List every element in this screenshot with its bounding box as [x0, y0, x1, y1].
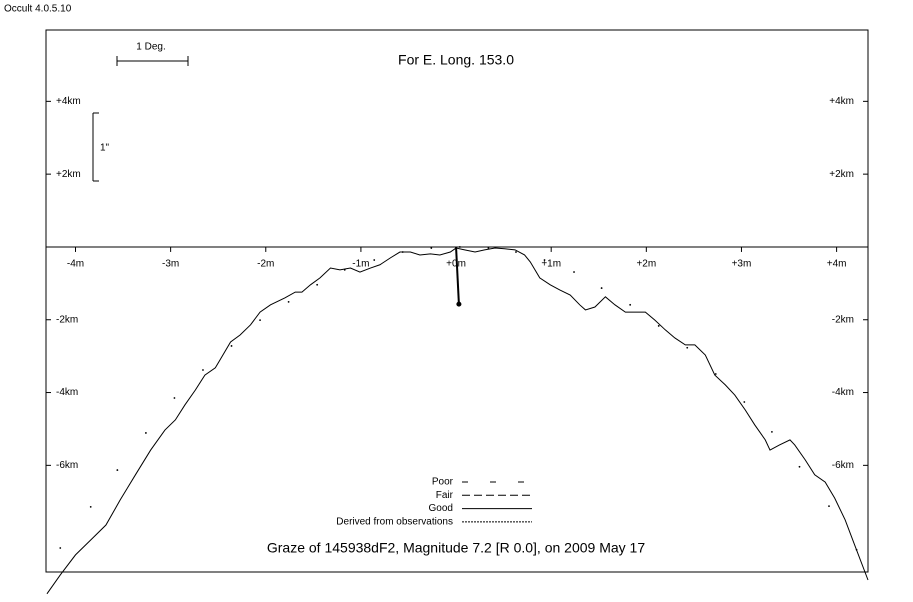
- y-tick-label: +2km: [56, 169, 81, 180]
- limb-dot: [259, 319, 261, 322]
- limb-dot: [230, 345, 233, 347]
- limb-dot: [771, 430, 773, 433]
- limb-dot: [202, 369, 204, 371]
- limb-dot: [458, 246, 461, 248]
- y-tick-label: +4km: [56, 96, 81, 107]
- limb-profile: [46, 247, 869, 595]
- y-tick-label: +4km: [829, 96, 854, 107]
- limb-dot: [144, 432, 147, 434]
- limb-dot: [287, 301, 290, 303]
- y-tick-label: -4km: [832, 387, 854, 398]
- scale-y-label: 1": [100, 143, 110, 154]
- x-tick-label: -3m: [162, 259, 179, 270]
- limb-dot: [401, 251, 404, 253]
- legend-label: Derived from observations: [336, 517, 453, 528]
- x-tick-label: -1m: [352, 259, 369, 270]
- limb-dot: [714, 373, 717, 375]
- limb-dot: [686, 346, 689, 349]
- y-tick-label: -6km: [832, 460, 854, 471]
- scale-bar: [92, 56, 189, 182]
- plot-frame: [45, 29, 869, 573]
- chart-title: For E. Long. 153.0: [398, 52, 514, 68]
- footer: Graze of 145938dF2, Magnitude 7.2 [R 0.0…: [267, 540, 645, 556]
- scale-x-label: 1 Deg.: [136, 42, 165, 53]
- star-path: [455, 246, 460, 305]
- limb-dot: [657, 325, 660, 327]
- limb-dot: [798, 465, 801, 468]
- limb-dot: [743, 401, 746, 403]
- limb-dot: [600, 287, 603, 289]
- limb-dot: [855, 548, 858, 551]
- limb-dot: [59, 547, 62, 549]
- y-tick-label: +2km: [829, 169, 854, 180]
- x-tick-label: +4m: [827, 259, 847, 270]
- app-label: Occult 4.0.5.10: [4, 4, 72, 15]
- limb-dot: [430, 247, 433, 249]
- legend-label: Good: [429, 503, 453, 514]
- limb-dot: [543, 259, 546, 261]
- limb-dot: [373, 259, 376, 261]
- y-tick-label: -4km: [56, 387, 78, 398]
- limb-dot: [629, 303, 632, 306]
- y-tick-label: -6km: [56, 460, 78, 471]
- y-tick-label: -2km: [56, 314, 78, 325]
- limb-dot: [487, 247, 490, 249]
- limb-dot: [828, 505, 830, 508]
- limb-dot: [343, 268, 346, 271]
- limb-dot: [173, 397, 176, 399]
- limb-dot: [116, 469, 119, 471]
- x-tick-label: +1m: [541, 259, 561, 270]
- limb-dot: [89, 505, 92, 508]
- limb-dot: [573, 271, 575, 273]
- limb-dot: [515, 251, 517, 253]
- x-tick-label: +2m: [636, 259, 656, 270]
- star-point: [456, 301, 462, 307]
- x-tick-label: -2m: [257, 259, 274, 270]
- legend-label: Fair: [436, 490, 454, 501]
- limb-dot: [316, 283, 319, 286]
- x-tick-label: +3m: [732, 259, 752, 270]
- legend-label: Poor: [432, 477, 454, 488]
- y-tick-label: -2km: [832, 314, 854, 325]
- x-tick-label: -4m: [67, 259, 84, 270]
